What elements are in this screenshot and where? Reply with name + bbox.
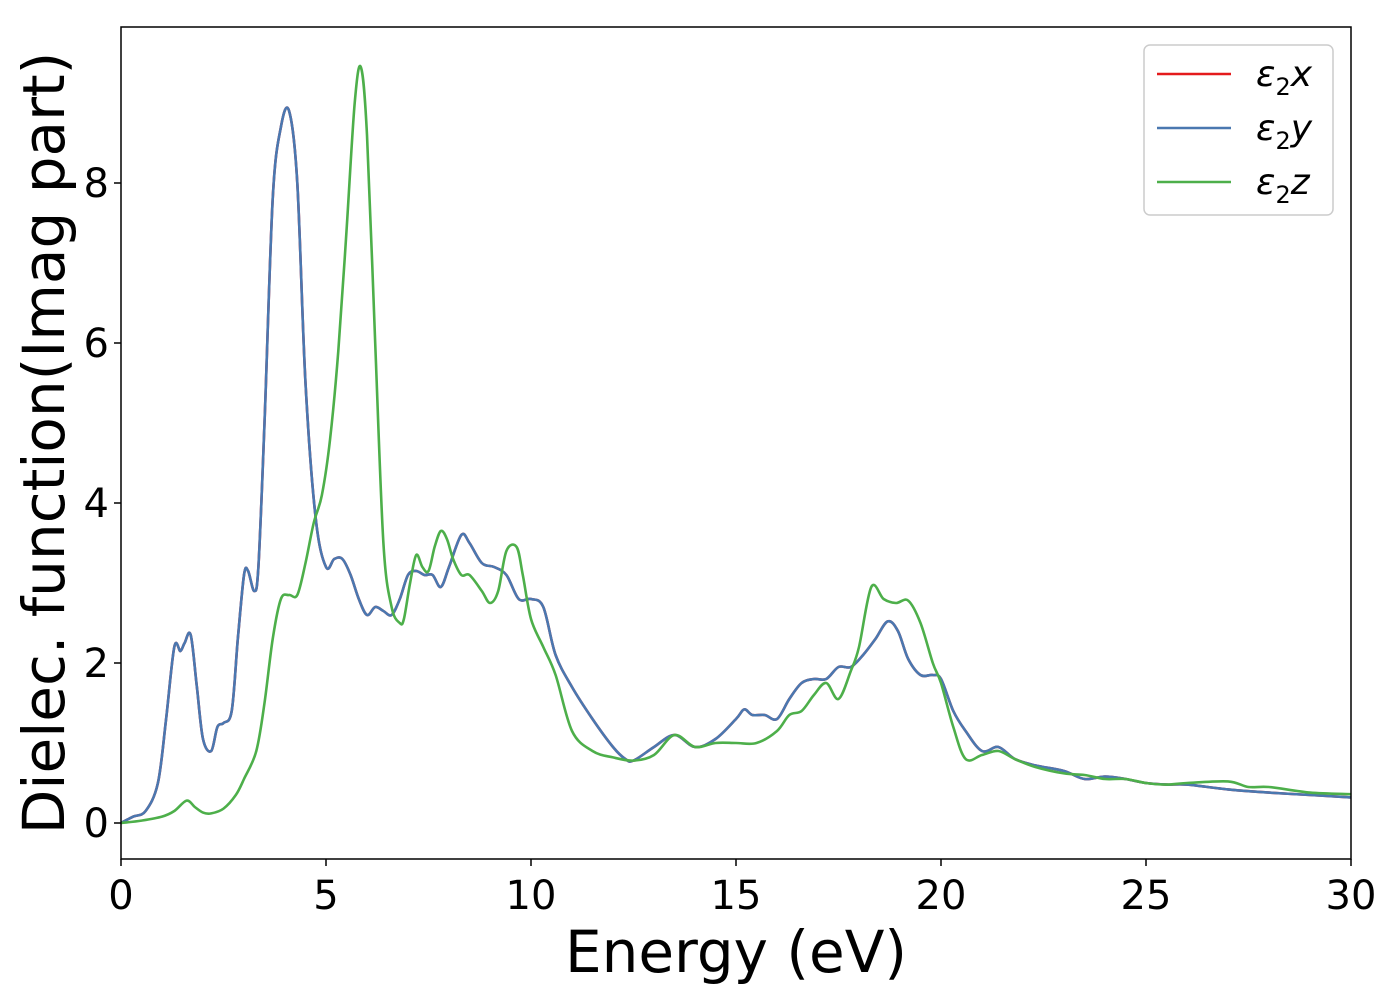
y-axis-ticks: 0 2 4 6 8 bbox=[84, 161, 121, 847]
legend-entry-label: ε2x bbox=[1256, 54, 1313, 101]
y-tick-label: 2 bbox=[84, 641, 109, 687]
legend-entry-label: ε2y bbox=[1256, 108, 1313, 155]
y-tick-label: 6 bbox=[84, 321, 109, 367]
x-tick-label: 5 bbox=[313, 873, 338, 919]
x-tick-label: 20 bbox=[916, 873, 967, 919]
x-tick-label: 30 bbox=[1326, 873, 1377, 919]
legend-symbol: ε bbox=[1256, 162, 1275, 203]
x-axis-ticks: 0 5 10 15 20 25 30 bbox=[108, 859, 1376, 919]
legend-entry-label: ε2z bbox=[1256, 162, 1311, 209]
legend-component: x bbox=[1290, 54, 1313, 95]
x-tick-label: 15 bbox=[711, 873, 762, 919]
legend-symbol: ε bbox=[1256, 108, 1275, 149]
y-axis-label: Dielec. function(Imag part) bbox=[10, 52, 78, 835]
y-tick-label: 0 bbox=[84, 801, 109, 847]
series-line-z bbox=[121, 64, 1351, 825]
legend-box bbox=[1143, 44, 1334, 216]
series-layer bbox=[121, 64, 1351, 825]
y-tick-label: 8 bbox=[84, 161, 109, 207]
x-tick-label: 0 bbox=[108, 873, 133, 919]
legend-subscript: 2 bbox=[1275, 127, 1290, 155]
legend-subscript: 2 bbox=[1275, 181, 1290, 209]
legend-component: y bbox=[1290, 108, 1313, 149]
legend-component: z bbox=[1290, 162, 1311, 203]
x-axis-label: Energy (eV) bbox=[565, 918, 907, 986]
x-tick-label: 25 bbox=[1121, 873, 1172, 919]
y-tick-label: 4 bbox=[84, 481, 109, 527]
legend-symbol: ε bbox=[1256, 54, 1275, 95]
x-tick-label: 10 bbox=[506, 873, 557, 919]
legend-subscript: 2 bbox=[1275, 73, 1290, 101]
